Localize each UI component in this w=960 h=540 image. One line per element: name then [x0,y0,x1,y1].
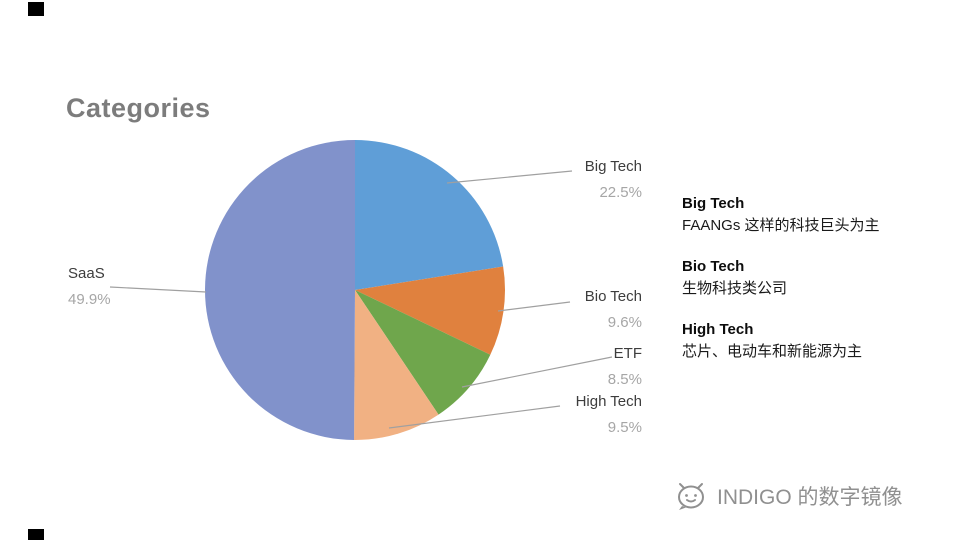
watermark-text: INDIGO 的数字镜像 [717,486,903,509]
pie-slice-high-tech [354,290,439,441]
annotation-desc: FAANGs 这样的科技巨头为主 [682,217,880,234]
pie-slices [205,140,505,441]
pie-label-big-tech: Big Tech 22.5% [585,154,642,206]
pie-label-pct: 22.5% [599,184,642,201]
leader-line-bio-tech [497,301,571,312]
pie-label-name: SaaS [68,265,105,282]
indigo-logo-icon [678,483,704,510]
pie-label-bio-tech: Bio Tech 9.6% [585,284,642,336]
pie-label-pct: 9.6% [607,314,642,331]
pie-label-name: High Tech [575,393,642,410]
leader-line-big-tech [446,170,573,184]
annotation-desc: 生物科技类公司 [682,280,788,297]
pie-slice-saas [205,140,355,440]
pie-label-high-tech: High Tech 9.5% [576,389,642,441]
leader-line-high-tech [388,405,561,429]
annotation-big-tech: Big Tech FAANGs 这样的科技巨头为主 [682,193,947,237]
annotation-title: High Tech [682,321,754,338]
pie-label-pct: 8.5% [607,371,642,388]
pie-slice-bio-tech [355,266,505,355]
leader-line-saas [109,286,207,293]
annotation-high-tech: High Tech 芯片、电动车和新能源为主 [682,319,947,363]
annotation-bio-tech: Bio Tech 生物科技类公司 [682,256,947,300]
watermark: INDIGO 的数字镜像 [674,480,903,512]
pie-label-saas: SaaS 49.9% [68,261,111,313]
chart-title: Categories [66,93,211,123]
corner-mark [28,2,44,16]
pie-label-pct: 49.9% [68,291,111,308]
pie-slice-etf [355,290,491,415]
corner-mark [28,529,44,540]
annotation-title: Big Tech [682,195,745,212]
annotation-desc: 芯片、电动车和新能源为主 [682,343,863,360]
pie-label-name: Bio Tech [584,288,642,305]
leader-lines [109,170,613,429]
pie-label-name: ETF [613,345,642,362]
annotation-title: Bio Tech [682,258,745,275]
pie-label-pct: 9.5% [607,419,642,436]
leader-line-etf [461,356,613,388]
pie-slice-big-tech [355,140,504,290]
pie-label-name: Big Tech [584,158,642,175]
pie-label-etf: ETF 8.5% [608,341,642,393]
